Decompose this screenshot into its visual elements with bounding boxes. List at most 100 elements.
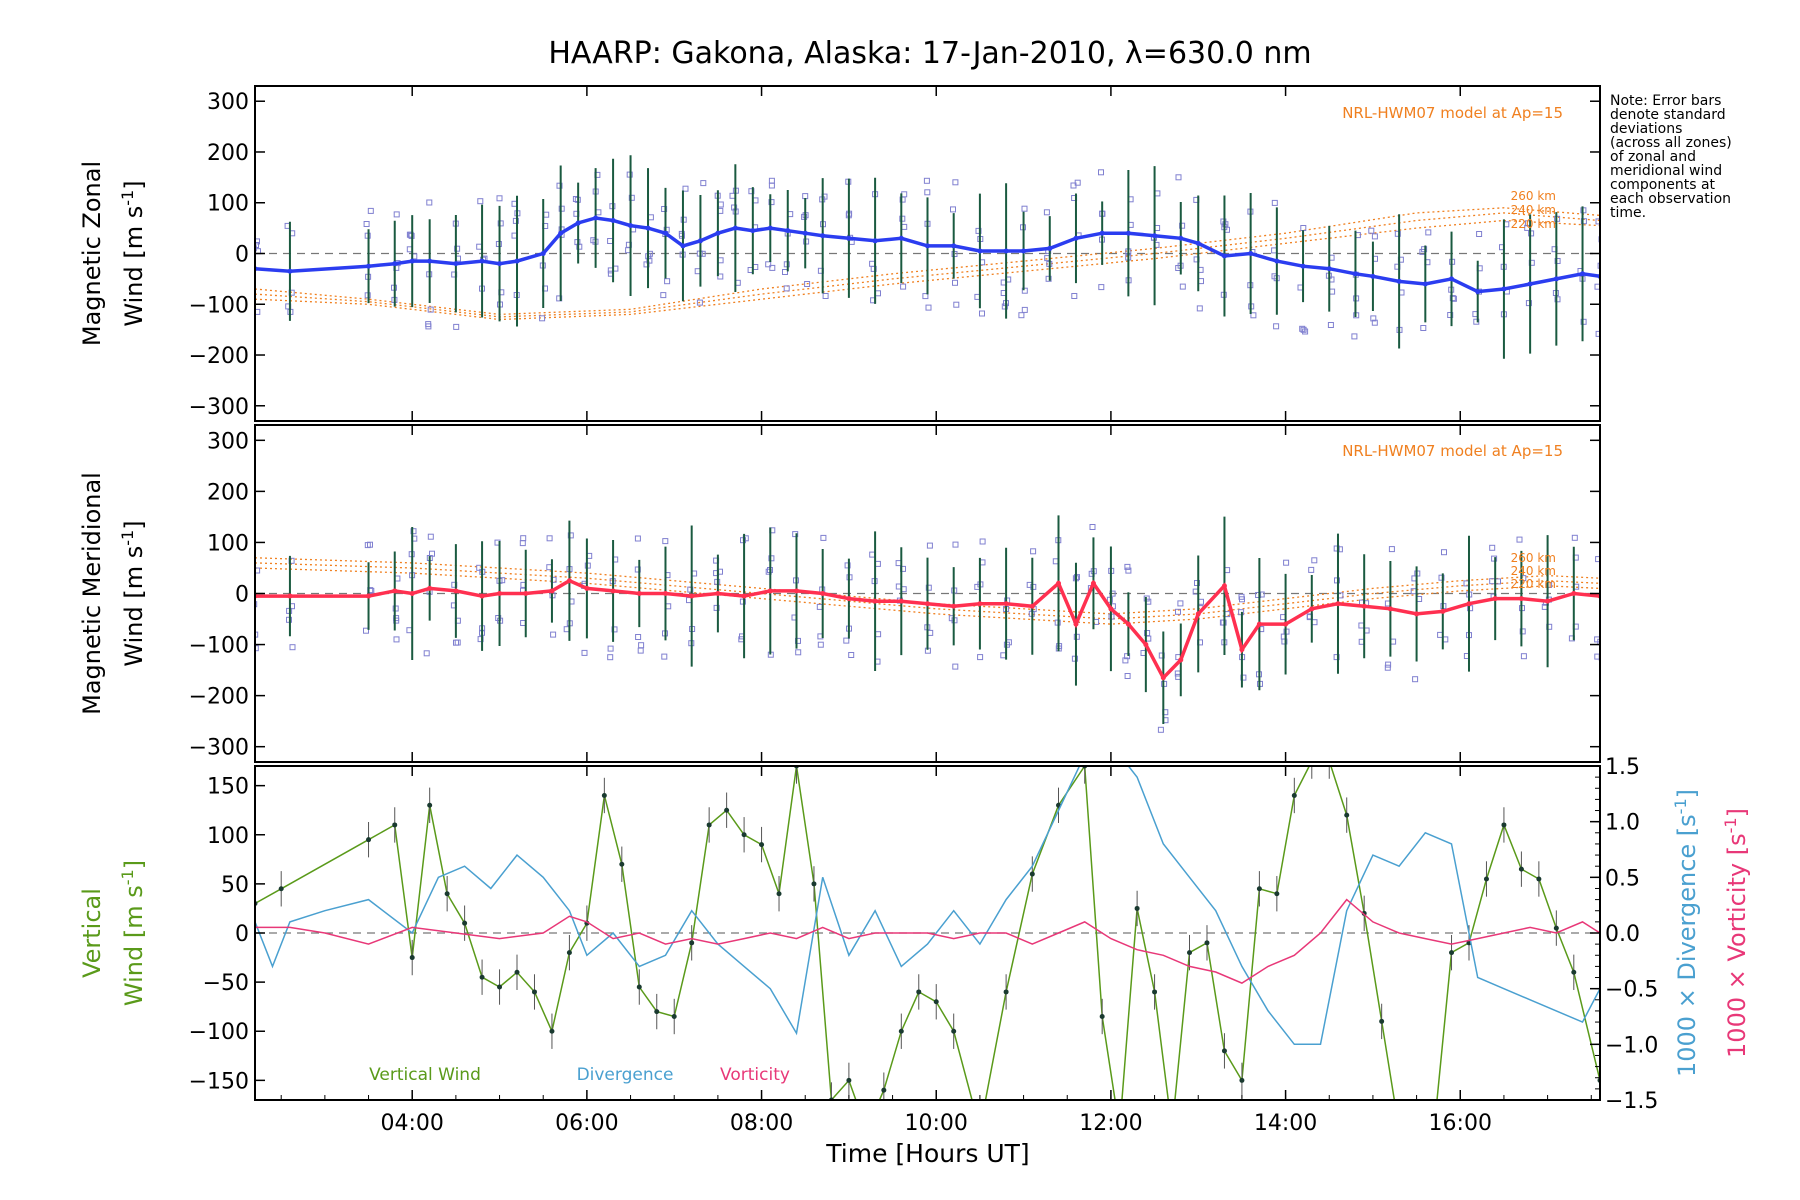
data-point [741,832,747,838]
data-point [366,593,372,599]
sample-point [979,310,985,317]
sample-point [739,598,746,605]
sample-point [543,211,550,218]
data-point [1440,608,1446,614]
y2-tick-label: 1.0 [1605,811,1640,836]
data-point [715,591,721,596]
sample-point [1371,319,1378,326]
sample-point [731,204,738,211]
data-point [916,989,922,995]
sample-point [820,534,827,541]
sample-point [637,647,644,654]
y-axis-label-line1: Magnetic Zonal [78,161,106,346]
sample-point [638,642,645,649]
sample-point [1421,246,1428,253]
sample-point [1594,283,1600,290]
sample-point [717,273,724,280]
sample-point [922,293,929,300]
sample-point [795,649,802,656]
sample-point [646,257,653,264]
data-point [654,1009,660,1015]
sample-point [1106,596,1113,603]
data-point [1221,1048,1227,1054]
data-point [566,578,572,584]
data-point [593,215,599,221]
data-point [1387,606,1393,612]
y-tick-label: 0 [235,243,249,268]
sample-point [1074,574,1080,581]
data-point [1003,248,1009,254]
model-label: NRL-HWM07 model at Ap=15 [1342,442,1563,460]
sample-point [1125,567,1132,574]
data-point [1414,611,1420,617]
data-point [636,984,642,990]
x-tick-label: 14:00 [1254,1111,1317,1136]
y-tick-label: −100 [189,1020,249,1045]
model-label: NRL-HWM07 model at Ap=15 [1342,104,1563,122]
data-point [1143,642,1149,648]
note-line: meridional wind [1610,163,1723,179]
data-point [820,233,826,239]
y2-tick-label: −1.0 [1605,1033,1658,1058]
y2-tick-label: 1.5 [1605,755,1640,780]
sample-point [748,188,755,195]
sample-point [1220,218,1227,225]
data-point [531,989,537,995]
data-point [1090,580,1096,586]
data-point [741,593,747,599]
sample-point [1333,545,1340,552]
data-point [1466,601,1472,607]
sample-point [595,209,602,216]
y-tick-label: 300 [207,90,249,115]
data-point [864,1127,869,1132]
sample-point [1308,566,1315,573]
data-point [1483,876,1489,882]
data-point [1125,230,1131,236]
y-tick-label: 150 [207,775,249,800]
data-point [951,603,957,609]
x-tick-label: 06:00 [555,1111,618,1136]
sample-point [869,551,876,558]
altitude-label: 260 km [1511,551,1556,565]
sample-point [1043,209,1050,216]
sample-point [634,566,641,573]
sample-point [925,304,932,311]
sample-point [546,535,553,542]
sample-point [427,533,434,540]
data-point [1397,1127,1402,1132]
y2-label-divergence: 1000 × Divergence [s-1] [1671,789,1702,1077]
sample-point [1071,293,1078,299]
sample-point [1177,600,1184,607]
sample-point [1554,258,1561,264]
model-curve-240-km [255,562,1600,620]
sample-point [1597,262,1600,269]
sample-point [1021,287,1028,294]
data-point [514,969,520,975]
data-point [1553,276,1559,282]
note-line: components at [1610,177,1716,193]
y2-tick-label: 0.0 [1605,922,1640,947]
sample-point [678,230,685,237]
sample-point [289,644,296,651]
sample-point [1271,199,1278,206]
y-tick-label: 200 [207,141,249,166]
sample-point [426,199,433,206]
data-point [1352,271,1358,277]
data-point [1021,248,1027,254]
sample-point [1018,312,1025,319]
x-tick-label: 16:00 [1429,1111,1492,1136]
sample-point [664,278,671,285]
data-point [1414,1127,1419,1132]
data-point [1248,251,1254,256]
sample-point [848,652,855,658]
y-tick-label: 50 [221,873,249,898]
sample-point [1281,638,1288,645]
y-axis-label-line2: Wind [m s-1] [118,180,149,326]
sample-point [363,627,369,634]
data-point [715,230,721,236]
sample-point [255,601,258,608]
data-point [1518,866,1524,872]
x-tick-label: 10:00 [905,1111,968,1136]
